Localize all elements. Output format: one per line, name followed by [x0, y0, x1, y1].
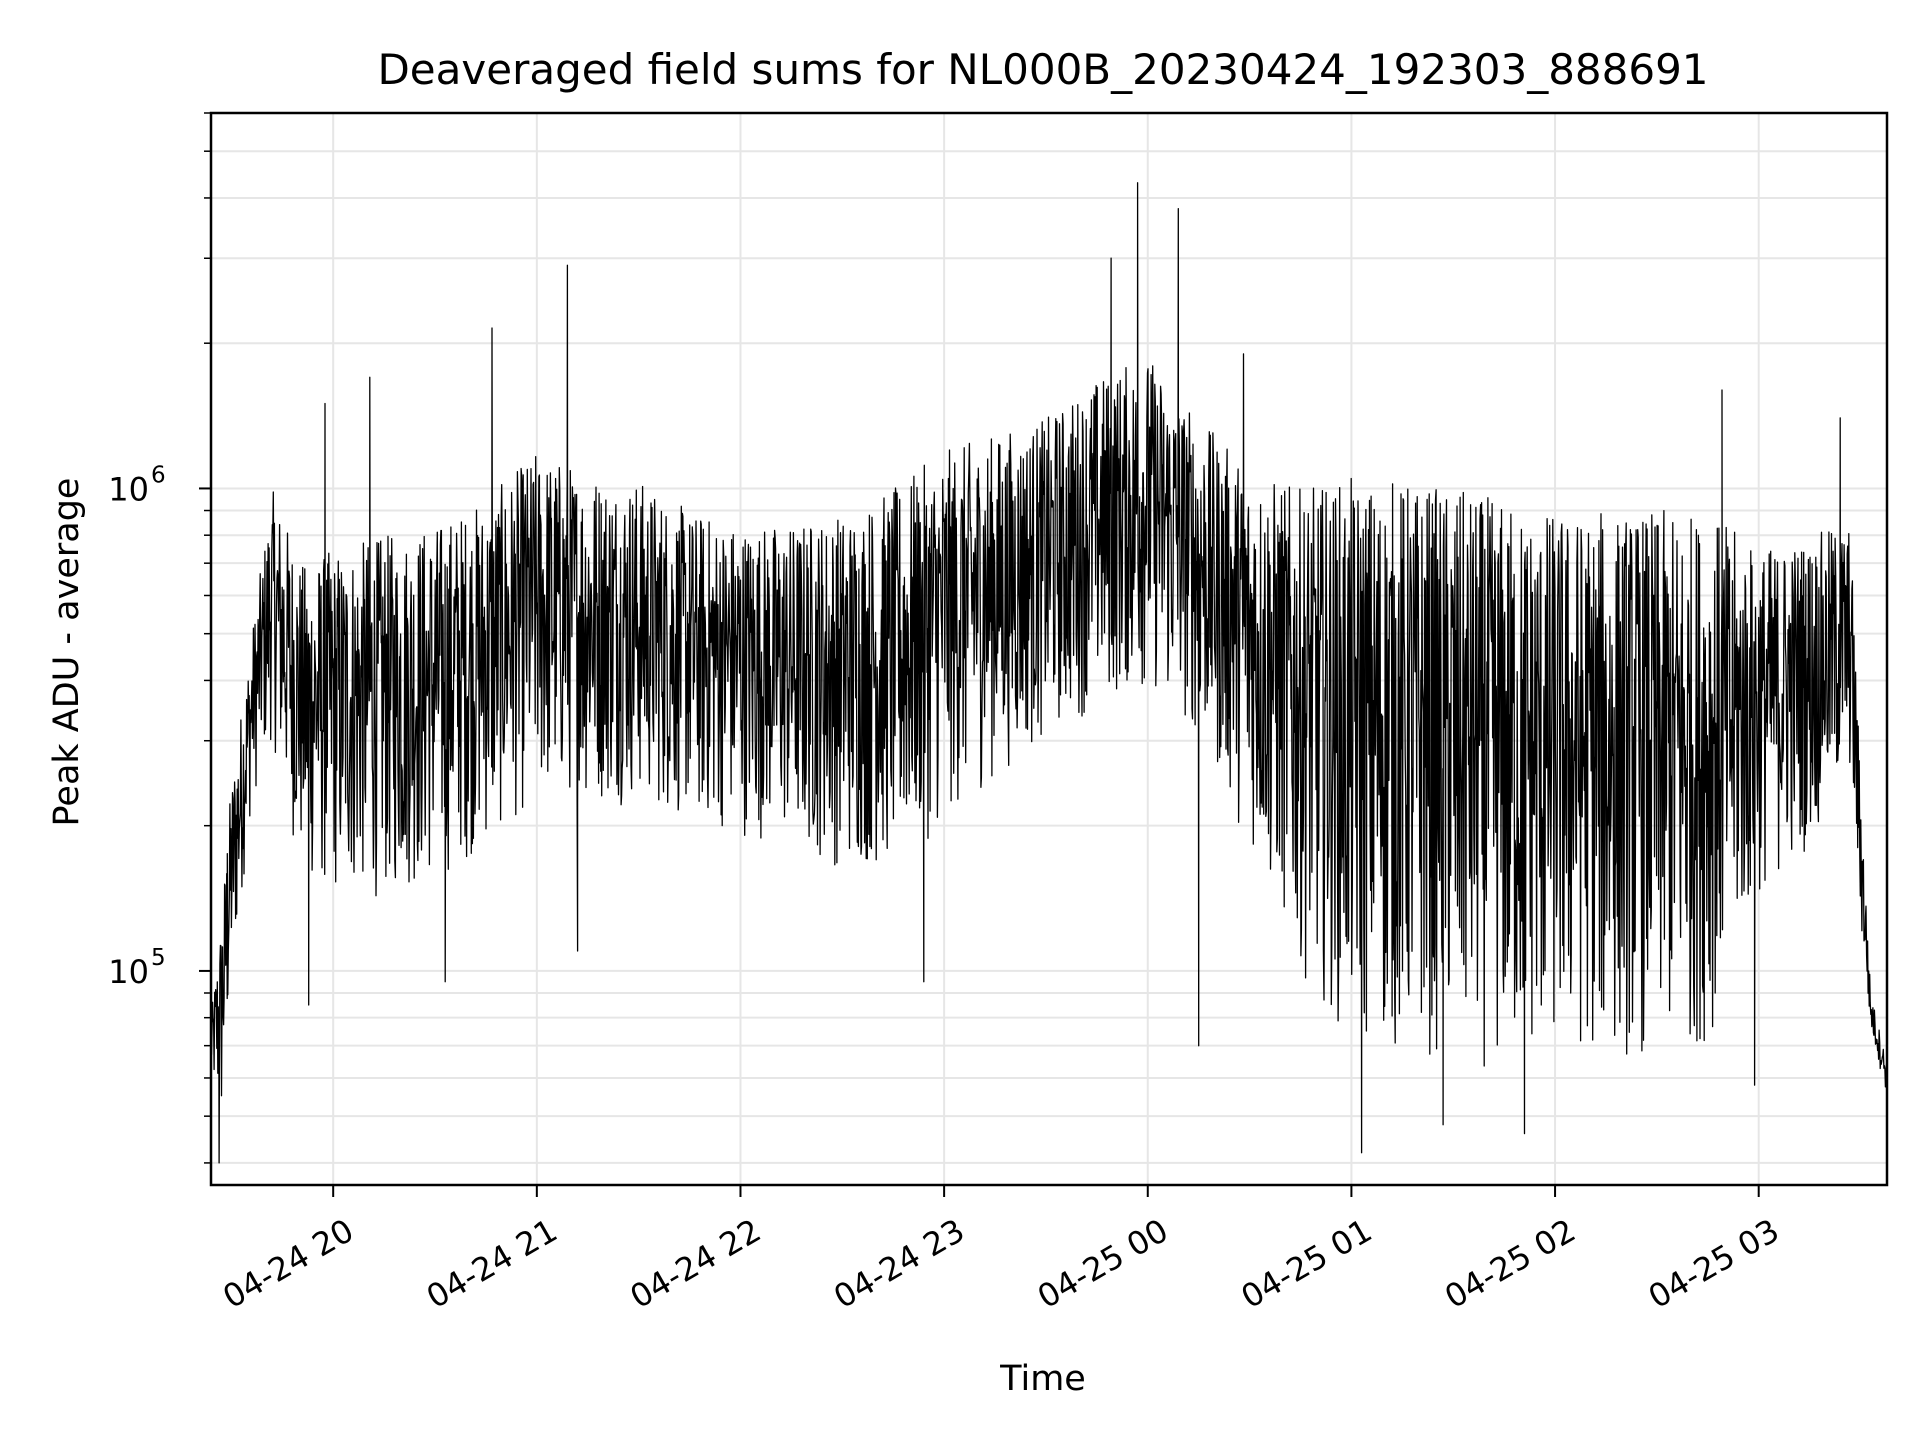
y-tick-label: 10 — [108, 953, 149, 991]
series-layer — [210, 182, 1888, 1164]
y-axis-label: Peak ADU - average — [47, 478, 87, 827]
chart-title: Deaveraged field sums for NL000B_2023042… — [377, 45, 1708, 94]
y-tick-label: 10 — [108, 470, 149, 508]
x-axis-label: Time — [999, 1359, 1086, 1399]
y-tick-label-exponent: 5 — [151, 945, 166, 971]
y-tick-label-exponent: 6 — [151, 462, 166, 488]
series-line — [210, 182, 1888, 1164]
plot-frame — [209, 111, 1889, 1187]
